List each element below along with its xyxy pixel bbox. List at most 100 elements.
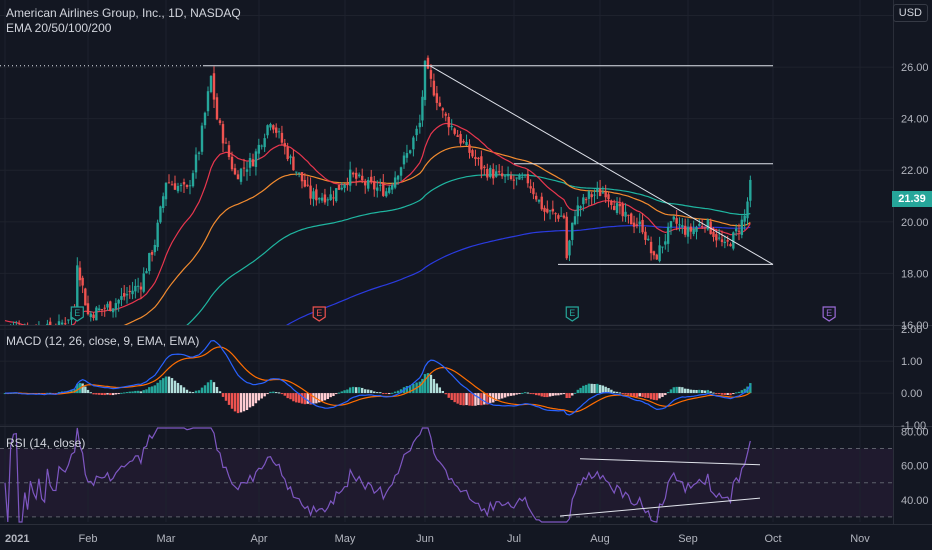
ema-indicator-label[interactable]: EMA 20/50/100/200 xyxy=(6,21,112,35)
macd-histogram-bar xyxy=(734,392,738,394)
macd-histogram-bar xyxy=(593,384,596,394)
rsi-label[interactable]: RSI (14, close) xyxy=(6,436,86,450)
macd-histogram-bar xyxy=(596,383,599,394)
candle-body xyxy=(354,172,358,179)
rsi-tick-label: 40.00 xyxy=(901,495,929,507)
candle-body xyxy=(357,174,361,177)
candle-body xyxy=(191,173,195,187)
candle-body xyxy=(329,194,332,201)
macd-histogram-bar xyxy=(423,374,427,394)
candle-body xyxy=(471,150,474,157)
macd-histogram-bar xyxy=(576,389,580,394)
macd-histogram-bar xyxy=(106,393,109,395)
candle-body xyxy=(554,213,557,215)
macd-histogram-bar xyxy=(346,389,349,394)
candle-body xyxy=(607,194,610,200)
candle-body xyxy=(587,191,591,199)
candle-body xyxy=(388,187,391,193)
macd-histogram-bar xyxy=(700,390,704,394)
earnings-marker[interactable]: E xyxy=(565,306,579,322)
macd-histogram-bar xyxy=(257,393,261,401)
candle-body xyxy=(630,213,633,225)
candle-body xyxy=(136,285,140,287)
macd-histogram-bar xyxy=(512,393,516,396)
macd-histogram-bar xyxy=(95,393,98,395)
macd-histogram-bar xyxy=(559,393,563,395)
candle-body xyxy=(399,167,403,176)
macd-histogram-bar xyxy=(289,393,292,400)
macd-histogram-bar xyxy=(167,376,171,394)
last-price-tag: 21.39 xyxy=(892,191,932,207)
candle-body xyxy=(239,168,243,182)
macd-histogram-bar xyxy=(188,391,192,394)
macd-histogram-bar xyxy=(554,393,557,396)
macd-histogram-bar xyxy=(139,391,143,394)
candle-body xyxy=(492,169,495,179)
candle-body xyxy=(512,179,516,181)
macd-histogram-bar xyxy=(194,390,198,394)
candle-body xyxy=(114,303,118,310)
earnings-marker[interactable]: E xyxy=(822,306,836,322)
macd-label[interactable]: MACD (12, 26, close, 9, EMA, EMA) xyxy=(6,334,200,348)
candle-body xyxy=(740,219,744,235)
macd-histogram-bar xyxy=(453,393,456,403)
macd-histogram-bar xyxy=(601,385,605,394)
candle-body xyxy=(432,80,436,96)
macd-histogram-bar xyxy=(286,393,289,399)
macd-histogram-bar xyxy=(495,393,498,401)
candle-body xyxy=(658,245,661,262)
macd-histogram-bar xyxy=(221,393,225,397)
candle-body xyxy=(500,173,504,177)
currency-button[interactable]: USD xyxy=(892,4,928,22)
symbol-title[interactable]: American Airlines Group, Inc., 1D, NASDA… xyxy=(6,6,241,20)
candle-body xyxy=(315,189,318,201)
candle-body xyxy=(49,321,52,325)
candle-body xyxy=(215,97,219,120)
macd-histogram-bar xyxy=(529,393,532,395)
earnings-marker[interactable]: E xyxy=(70,306,84,322)
macd-histogram-bar xyxy=(681,387,684,394)
candle-body xyxy=(343,184,346,188)
candle-body xyxy=(706,219,710,230)
macd-histogram-bar xyxy=(418,381,422,394)
macd-histogram-bar xyxy=(692,389,695,394)
macd-histogram-bar xyxy=(655,393,658,401)
macd-histogram-bar xyxy=(150,386,154,394)
candle-body xyxy=(576,205,580,217)
candle-body xyxy=(486,168,489,178)
candle-body xyxy=(257,144,261,154)
macd-tick-label: 1.00 xyxy=(901,356,922,368)
macd-histogram-bar xyxy=(582,385,585,394)
macd-histogram-bar xyxy=(737,391,741,394)
candle-body xyxy=(726,240,729,242)
candle-body xyxy=(546,208,549,213)
macd-histogram-bar xyxy=(340,391,344,394)
price-tick-label: 26.00 xyxy=(901,62,929,74)
macd-histogram-bar xyxy=(248,393,252,408)
macd-histogram-bar xyxy=(134,390,137,394)
macd-histogram-bar xyxy=(450,393,453,400)
candle-body xyxy=(565,216,568,259)
macd-histogram-bar xyxy=(432,378,436,394)
macd-histogram-bar xyxy=(749,383,752,394)
candle-body xyxy=(89,313,92,318)
candle-body xyxy=(396,175,400,180)
candle-body xyxy=(67,319,70,321)
macd-histogram-bar xyxy=(361,387,364,394)
macd-histogram-bar xyxy=(329,393,332,398)
macd-histogram-bar xyxy=(426,373,430,394)
candle-body xyxy=(277,131,281,133)
candle-body xyxy=(123,293,126,297)
time-tick-label: 2021 xyxy=(5,533,29,545)
macd-histogram-bar xyxy=(548,393,552,397)
macd-histogram-bar xyxy=(526,392,530,394)
candle-body xyxy=(260,145,263,147)
earnings-marker[interactable]: E xyxy=(312,306,326,322)
macd-histogram-bar xyxy=(239,393,243,413)
macd-histogram-bar xyxy=(571,393,574,396)
macd-histogram-bar xyxy=(607,388,610,394)
candle-body xyxy=(364,181,367,186)
macd-histogram-bar xyxy=(598,384,602,394)
macd-histogram-bar xyxy=(306,393,309,404)
